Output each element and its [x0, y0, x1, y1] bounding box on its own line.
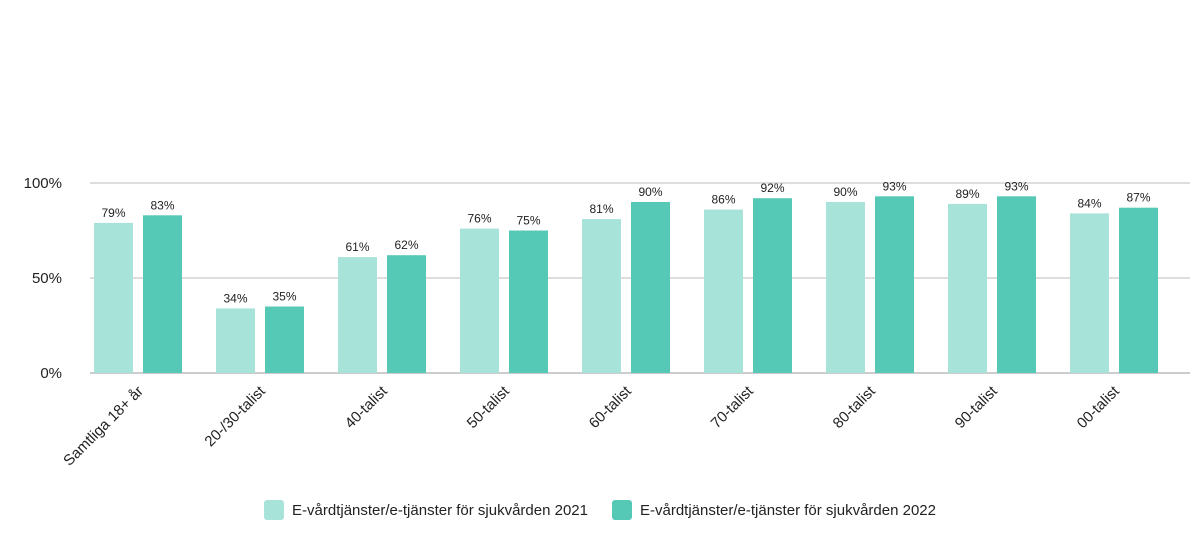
bar: [216, 308, 255, 373]
bar: [826, 202, 865, 373]
data-label: 83%: [150, 198, 174, 212]
data-label: 34%: [223, 291, 247, 305]
x-tick-label: 20-/30-talist: [201, 382, 269, 450]
bar: [997, 196, 1036, 373]
data-label: 81%: [589, 202, 613, 216]
legend-item-2021: E-vårdtjänster/e-tjänster för sjukvården…: [264, 500, 588, 520]
bar: [1119, 207, 1158, 373]
bar: [582, 219, 621, 373]
bar: [509, 230, 548, 373]
y-axis-ticks: 0% 50% 100%: [24, 175, 62, 382]
data-label: 75%: [516, 214, 540, 228]
x-tick-label: 60-talist: [586, 382, 636, 432]
bar: [460, 228, 499, 373]
data-label: 79%: [101, 206, 125, 220]
data-label: 84%: [1077, 196, 1101, 210]
bar: [875, 196, 914, 373]
legend-label-2021: E-vårdtjänster/e-tjänster för sjukvården…: [292, 501, 588, 519]
y-tick-label: 50%: [32, 270, 62, 287]
bar: [265, 306, 304, 373]
legend-swatch-2022: [612, 500, 632, 520]
x-tick-label: 00-talist: [1074, 382, 1124, 432]
x-tick-label: 40-talist: [342, 382, 392, 432]
data-label: 35%: [272, 290, 296, 304]
data-label: 93%: [882, 179, 906, 193]
bar: [704, 209, 743, 373]
bar: [143, 215, 182, 373]
x-tick-label: Samtliga 18+ år: [60, 383, 147, 470]
data-label: 76%: [467, 212, 491, 226]
y-tick-label: 0%: [40, 365, 62, 382]
data-label: 87%: [1126, 191, 1150, 205]
legend-label-2022: E-vårdtjänster/e-tjänster för sjukvården…: [640, 501, 936, 519]
data-label: 86%: [711, 193, 735, 207]
y-tick-label: 100%: [24, 175, 62, 192]
bar: [1070, 213, 1109, 373]
bars: [94, 196, 1158, 373]
data-label: 61%: [345, 240, 369, 254]
bar: [338, 257, 377, 373]
data-labels: 79% 83% 34% 35% 61% 62% 76% 75% 81% 90% 86% 92% 90% 9…: [101, 179, 1150, 305]
bar: [948, 203, 987, 373]
bar: [631, 202, 670, 373]
legend: E-vårdtjänster/e-tjänster för sjukvården…: [0, 500, 1200, 520]
x-tick-label: 70-talist: [708, 382, 758, 432]
x-tick-label: 90-talist: [952, 382, 1002, 432]
bar: [387, 255, 426, 373]
data-label: 90%: [638, 185, 662, 199]
x-axis-ticks: Samtliga 18+ år 20-/30-talist 40-talist 50-…: [60, 382, 1123, 469]
legend-swatch-2021: [264, 500, 285, 520]
data-label: 62%: [394, 238, 418, 252]
x-tick-label: 80-talist: [830, 382, 880, 432]
bar: [94, 222, 133, 373]
bar: [753, 198, 792, 373]
data-label: 92%: [760, 181, 784, 195]
legend-item-2022: E-vårdtjänster/e-tjänster för sjukvården…: [612, 500, 936, 520]
data-label: 93%: [1004, 179, 1028, 193]
x-tick-label: 50-talist: [464, 382, 514, 432]
data-label: 90%: [833, 185, 857, 199]
data-label: 89%: [955, 187, 979, 201]
